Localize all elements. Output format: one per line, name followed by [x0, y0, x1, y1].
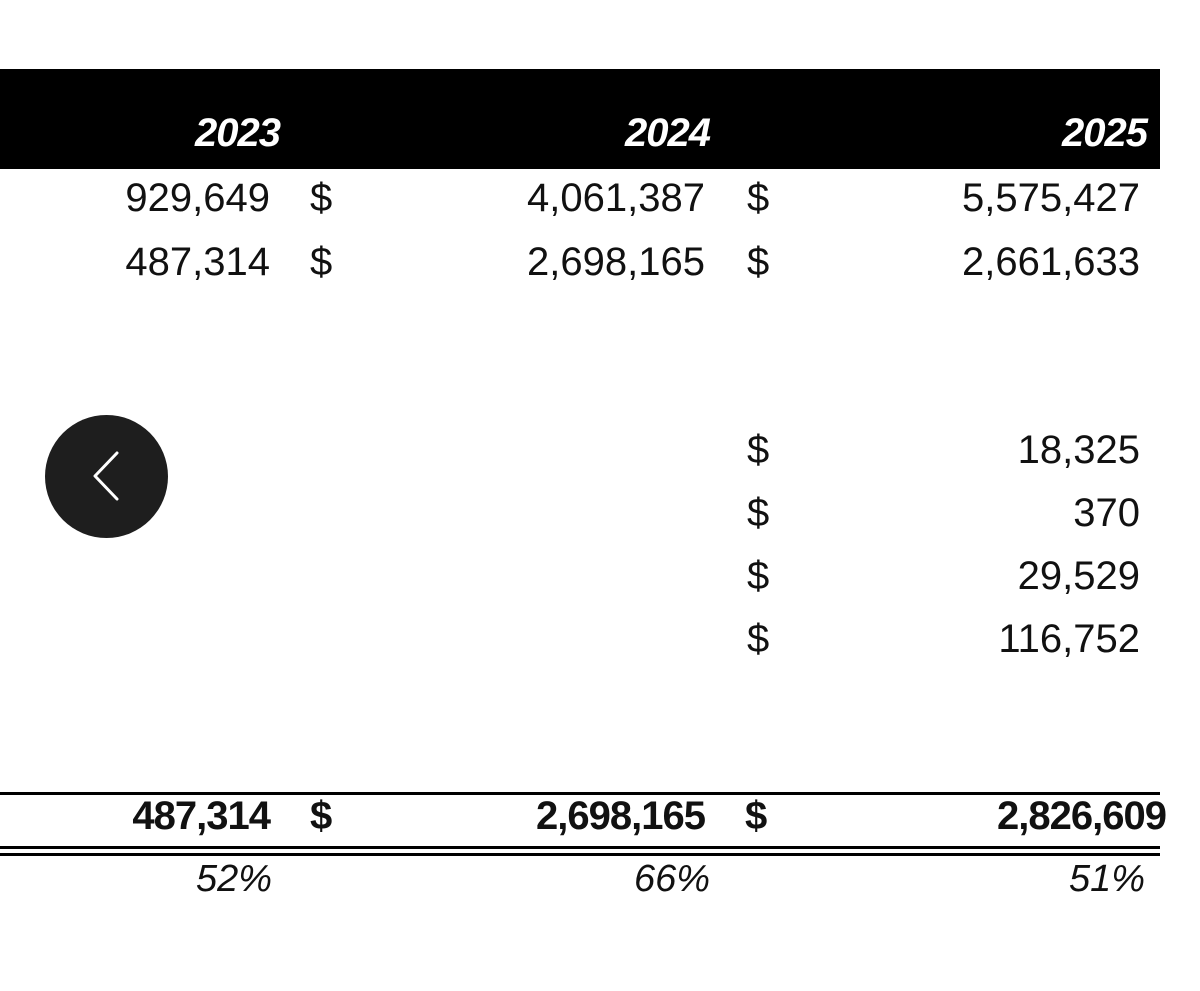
total-double-rule-bottom [0, 853, 1160, 856]
column-header-2023: 2023 [195, 111, 281, 155]
total-top-rule [0, 792, 1160, 795]
total-2025-value: 2,826,609 [997, 794, 1167, 838]
row3-2025-currency: $ [747, 428, 770, 472]
table-header-bar [0, 69, 1160, 169]
row5-2025-currency: $ [747, 554, 770, 598]
percent-2023: 52% [195, 858, 272, 900]
percent-2024: 66% [633, 858, 710, 900]
column-header-2024: 2024 [625, 111, 711, 155]
row2-2023-value: 487,314 [125, 240, 270, 284]
row1-2024-currency: $ [310, 176, 333, 220]
total-2023-value: 487,314 [132, 794, 271, 838]
total-2024-currency: $ [310, 794, 332, 838]
row2-2025-value: 2,661,633 [962, 240, 1140, 284]
row1-2025-value: 5,575,427 [962, 176, 1140, 220]
row6-2025-value: 116,752 [998, 617, 1140, 661]
row2-2024-value: 2,698,165 [527, 240, 705, 284]
row1-2024-value: 4,061,387 [527, 176, 705, 220]
row4-2025-currency: $ [747, 491, 770, 535]
total-2025-currency: $ [745, 794, 767, 838]
chevron-left-icon [93, 451, 119, 501]
row1-2025-currency: $ [747, 176, 770, 220]
percent-2025: 51% [1068, 858, 1145, 900]
back-button[interactable] [45, 415, 168, 538]
row4-2025-value: 370 [1073, 491, 1140, 535]
row3-2025-value: 18,325 [1017, 428, 1140, 472]
row2-2025-currency: $ [747, 240, 770, 284]
column-header-2025: 2025 [1062, 111, 1148, 155]
row5-2025-value: 29,529 [1017, 554, 1140, 598]
total-2024-value: 2,698,165 [536, 794, 706, 838]
row1-2023-value: 929,649 [125, 176, 270, 220]
row6-2025-currency: $ [747, 617, 770, 661]
row2-2024-currency: $ [310, 240, 333, 284]
total-double-rule-top [0, 846, 1160, 849]
